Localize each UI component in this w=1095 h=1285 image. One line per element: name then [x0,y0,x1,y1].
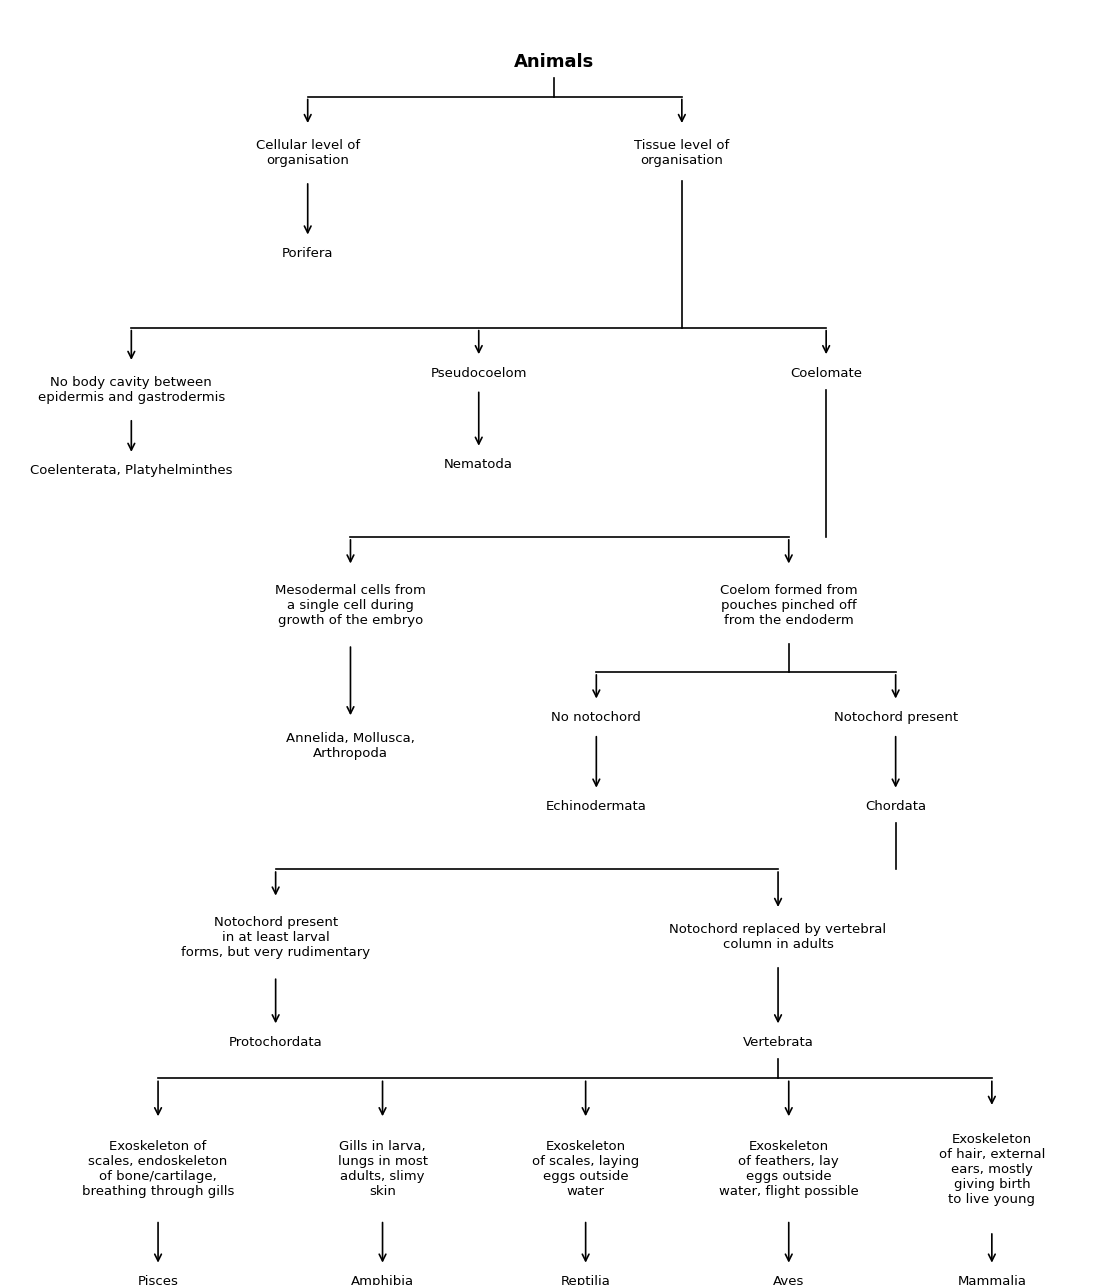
Text: Coelomate: Coelomate [791,366,862,380]
Text: Notochord replaced by vertebral
column in adults: Notochord replaced by vertebral column i… [669,924,887,951]
Text: Gills in larva,
lungs in most
adults, slimy
skin: Gills in larva, lungs in most adults, sl… [337,1140,427,1199]
Text: Reptilia: Reptilia [561,1275,611,1285]
Text: Cellular level of
organisation: Cellular level of organisation [255,140,360,167]
Text: Mammalia: Mammalia [957,1275,1026,1285]
Text: Aves: Aves [773,1275,805,1285]
Text: Notochord present
in at least larval
forms, but very rudimentary: Notochord present in at least larval for… [181,916,370,959]
Text: Porifera: Porifera [281,247,334,260]
Text: Animals: Animals [514,53,593,71]
Text: Annelida, Mollusca,
Arthropoda: Annelida, Mollusca, Arthropoda [286,731,415,759]
Text: Exoskeleton
of hair, external
ears, mostly
giving birth
to live young: Exoskeleton of hair, external ears, most… [938,1133,1045,1205]
Text: Exoskeleton
of scales, laying
eggs outside
water: Exoskeleton of scales, laying eggs outsi… [532,1140,639,1199]
Text: Chordata: Chordata [865,801,926,813]
Text: No body cavity between
epidermis and gastrodermis: No body cavity between epidermis and gas… [37,377,224,405]
Text: Coelom formed from
pouches pinched off
from the endoderm: Coelom formed from pouches pinched off f… [719,583,857,627]
Text: Tissue level of
organisation: Tissue level of organisation [634,140,729,167]
Text: Protochordata: Protochordata [229,1036,323,1049]
Text: Notochord present: Notochord present [833,711,958,725]
Text: Amphibia: Amphibia [351,1275,414,1285]
Text: Exoskeleton
of feathers, lay
eggs outside
water, flight possible: Exoskeleton of feathers, lay eggs outsid… [719,1140,858,1199]
Text: Exoskeleton of
scales, endoskeleton
of bone/cartilage,
breathing through gills: Exoskeleton of scales, endoskeleton of b… [82,1140,234,1199]
Text: Vertebrata: Vertebrata [742,1036,814,1049]
Text: Coelenterata, Platyhelminthes: Coelenterata, Platyhelminthes [30,464,232,478]
Text: Mesodermal cells from
a single cell during
growth of the embryo: Mesodermal cells from a single cell duri… [275,583,426,627]
Text: Pisces: Pisces [138,1275,178,1285]
Text: Pseudocoelom: Pseudocoelom [430,366,527,380]
Text: Echinodermata: Echinodermata [546,801,647,813]
Text: No notochord: No notochord [552,711,642,725]
Text: Nematoda: Nematoda [445,459,514,472]
